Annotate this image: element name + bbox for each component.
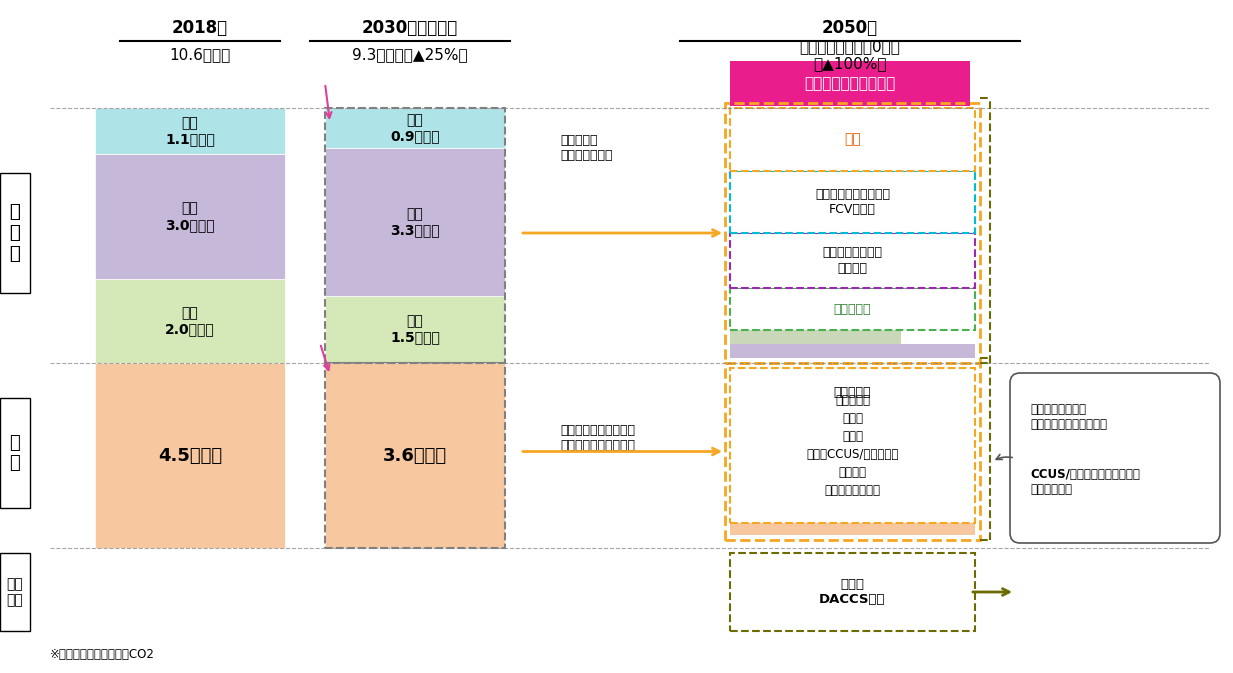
Text: 民生
0.9億トン: 民生 0.9億トン: [390, 113, 440, 143]
FancyBboxPatch shape: [730, 553, 975, 631]
FancyBboxPatch shape: [95, 279, 285, 363]
Text: 再エネの主力電源化や
高効率火力による削減: 再エネの主力電源化や 高効率火力による削減: [560, 424, 635, 452]
FancyBboxPatch shape: [326, 363, 506, 548]
FancyBboxPatch shape: [326, 296, 506, 363]
Text: 10.6億トン: 10.6億トン: [169, 48, 231, 63]
Text: 3.6億トン: 3.6億トン: [383, 446, 448, 464]
Text: 2030年ミックス: 2030年ミックス: [361, 19, 459, 37]
Text: 4.5億トン: 4.5億トン: [158, 446, 222, 464]
FancyBboxPatch shape: [95, 108, 285, 154]
Text: イノベーションが重要: イノベーションが重要: [804, 76, 895, 91]
Text: メタネーション、
合成燃料: メタネーション、 合成燃料: [822, 246, 883, 275]
FancyBboxPatch shape: [1010, 373, 1219, 543]
Text: 運輸
2.0億トン: 運輸 2.0億トン: [165, 306, 215, 336]
Text: バイオマス: バイオマス: [834, 302, 872, 316]
FancyBboxPatch shape: [326, 108, 506, 148]
FancyBboxPatch shape: [326, 148, 506, 296]
FancyBboxPatch shape: [730, 233, 975, 288]
FancyBboxPatch shape: [0, 553, 30, 631]
FancyBboxPatch shape: [730, 61, 970, 106]
Text: 植林、
DACCSなど: 植林、 DACCSなど: [819, 578, 885, 606]
Text: 産業
3.0億トン: 産業 3.0億トン: [165, 202, 215, 232]
FancyBboxPatch shape: [95, 363, 285, 548]
Text: 非化石電源: 非化石電源: [834, 386, 872, 400]
Text: 除炭
去素: 除炭 去素: [6, 577, 23, 607]
Text: 電
力: 電 力: [10, 433, 21, 472]
Text: 水素（水素還元製鉄、
FCVなど）: 水素（水素還元製鉄、 FCVなど）: [815, 188, 890, 216]
FancyBboxPatch shape: [730, 523, 975, 535]
Text: CCUS/カーボンリサイクル等
の最大限活用: CCUS/カーボンリサイクル等 の最大限活用: [1030, 468, 1139, 496]
Text: 排出＋吸収で実質0トン
（▲100%）: 排出＋吸収で実質0トン （▲100%）: [799, 39, 900, 71]
FancyBboxPatch shape: [730, 171, 975, 233]
Text: 電化・水素化等で
脱炭素化できない領域は: 電化・水素化等で 脱炭素化できない領域は: [1030, 403, 1107, 446]
FancyBboxPatch shape: [730, 108, 975, 171]
Text: 運輸
1.5億トン: 運輸 1.5億トン: [390, 314, 440, 345]
Text: ※数値はエネルギー起源CO2: ※数値はエネルギー起源CO2: [51, 648, 155, 661]
FancyBboxPatch shape: [730, 330, 901, 344]
Text: 2050年: 2050年: [822, 19, 878, 37]
Text: 非化石電源
再エネ
原子力
火力＋CCUS/カーボンリ
サイクル
水素・アンモニア: 非化石電源 再エネ 原子力 火力＋CCUS/カーボンリ サイクル 水素・アンモニ…: [806, 394, 899, 497]
Text: 9.3億トン（▲25%）: 9.3億トン（▲25%）: [353, 48, 467, 63]
Text: 非
電
力: 非 電 力: [10, 203, 21, 262]
FancyBboxPatch shape: [0, 398, 30, 508]
Text: 民生
1.1億トン: 民生 1.1億トン: [165, 116, 215, 146]
Text: 産業
3.3億トン: 産業 3.3億トン: [390, 207, 440, 237]
Text: 電化: 電化: [845, 133, 861, 147]
Text: 非
電
力: 非 電 力: [10, 203, 21, 262]
Text: 各部門での
徹底的な省エネ: 各部門での 徹底的な省エネ: [560, 134, 613, 162]
FancyBboxPatch shape: [730, 288, 975, 330]
FancyBboxPatch shape: [730, 368, 975, 523]
FancyBboxPatch shape: [730, 344, 975, 358]
FancyBboxPatch shape: [0, 173, 30, 293]
FancyBboxPatch shape: [95, 154, 285, 279]
Text: 2018年: 2018年: [171, 19, 228, 37]
